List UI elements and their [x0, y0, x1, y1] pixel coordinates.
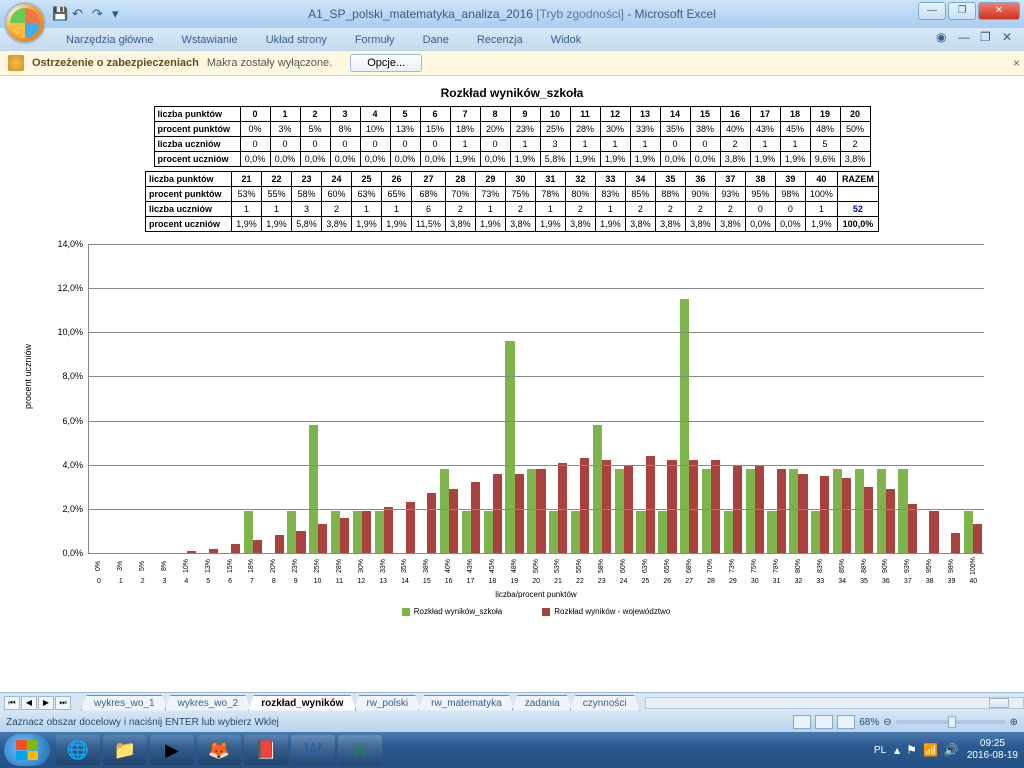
sheet-tab[interactable]: wykres_wo_1	[81, 695, 168, 711]
taskbar: 🌐 📁 ▶ 🦊 📕 W X PL ▴ ⚑ 📶 🔊 09:252016-08-19	[0, 732, 1024, 768]
language-indicator[interactable]: PL	[874, 745, 886, 756]
bars-container	[89, 244, 984, 553]
worksheet-area: Rozkład wyników_szkoła liczba punktów012…	[0, 76, 1024, 692]
tray-network-icon[interactable]: 📶	[923, 743, 938, 757]
page-layout-view-icon[interactable]	[815, 715, 833, 729]
ribbon-tab[interactable]: Formuły	[341, 30, 409, 50]
ribbon-tab[interactable]: Wstawianie	[167, 30, 251, 50]
horizontal-scrollbar[interactable]	[645, 697, 1024, 709]
help-icon[interactable]: ◉	[936, 30, 952, 46]
x-axis: 0%03%15%28%310%413%515%618%720%823%925%1…	[88, 556, 984, 585]
ribbon-tab[interactable]: Widok	[537, 30, 596, 50]
chart-legend: Rozkład wyników_szkoła Rozkład wyników -…	[88, 607, 984, 616]
shield-icon	[8, 55, 24, 71]
x-axis-label: liczba/procent punktów	[88, 590, 984, 599]
start-button[interactable]	[4, 734, 50, 766]
zoom-level[interactable]: 68%	[859, 717, 879, 728]
ie-icon[interactable]: 🌐	[56, 735, 100, 765]
zoom-out-icon[interactable]: ⊖	[883, 717, 891, 728]
window-controls: — ❐ ✕	[918, 2, 1020, 20]
tab-prev-icon[interactable]: ◀	[21, 696, 37, 710]
statusbar: Zaznacz obszar docelowy i naciśnij ENTER…	[0, 712, 1024, 732]
sheet-tab[interactable]: rw_polski	[353, 695, 421, 711]
sheet-tab[interactable]: rw_matematyka	[418, 695, 515, 711]
system-tray: PL ▴ ⚑ 📶 🔊 09:252016-08-19	[874, 738, 1018, 762]
clock[interactable]: 09:252016-08-19	[967, 738, 1018, 762]
mdi-minimize-icon[interactable]: —	[958, 30, 974, 46]
tab-nav: ⏮ ◀ ▶ ⏭	[0, 696, 75, 710]
titlebar: 💾 ↶ ↷ ▾ A1_SP_polski_matematyka_analiza_…	[0, 0, 1024, 28]
sheet-tab[interactable]: czynności	[570, 695, 640, 711]
tab-next-icon[interactable]: ▶	[38, 696, 54, 710]
taskbar-icons: 🌐 📁 ▶ 🦊 📕 W X	[56, 735, 382, 765]
security-warning-title: Ostrzeżenie o zabezpieczeniach	[32, 57, 199, 69]
legend-school: Rozkład wyników_szkoła	[402, 607, 502, 616]
mdi-close-icon[interactable]: ✕	[1002, 30, 1018, 46]
tray-flag-icon[interactable]: ⚑	[906, 743, 917, 757]
tab-first-icon[interactable]: ⏮	[4, 696, 20, 710]
sheet-tab[interactable]: rozkład_wyników	[248, 695, 356, 711]
tray-show-hidden-icon[interactable]: ▴	[894, 743, 900, 757]
undo-icon[interactable]: ↶	[72, 6, 88, 22]
normal-view-icon[interactable]	[793, 715, 811, 729]
media-player-icon[interactable]: ▶	[150, 735, 194, 765]
y-axis-label: procent uczniów	[23, 344, 33, 409]
redo-icon[interactable]: ↷	[92, 6, 108, 22]
qat-dropdown-icon[interactable]: ▾	[112, 6, 128, 22]
sheet-tab-bar: ⏮ ◀ ▶ ⏭ wykres_wo_1wykres_wo_2rozkład_wy…	[0, 692, 1024, 712]
ribbon-tabs: Narzędzia główneWstawianieUkład stronyFo…	[0, 28, 1024, 50]
ribbon-help-area: ◉ — ❐ ✕	[936, 30, 1018, 46]
close-button[interactable]: ✕	[978, 2, 1020, 20]
excel-icon[interactable]: X	[338, 735, 382, 765]
word-icon[interactable]: W	[291, 735, 335, 765]
security-warning-msg: Makra zostały wyłączone.	[207, 57, 332, 69]
plot-area: 0,0%2,0%4,0%6,0%8,0%10,0%12,0%14,0%	[88, 244, 984, 554]
sheet-tab[interactable]: zadania	[512, 695, 573, 711]
office-button[interactable]	[4, 2, 46, 44]
tray-volume-icon[interactable]: 🔊	[944, 743, 959, 757]
data-table-1: liczba punktów01234567891011121314151617…	[154, 106, 871, 167]
page-break-view-icon[interactable]	[837, 715, 855, 729]
zoom-in-icon[interactable]: ⊕	[1010, 717, 1018, 728]
chart: procent uczniów 0,0%2,0%4,0%6,0%8,0%10,0…	[32, 236, 992, 612]
view-controls: 68% ⊖ ⊕	[793, 715, 1018, 729]
minimize-button[interactable]: —	[918, 2, 946, 20]
security-close-icon[interactable]: ×	[1013, 56, 1020, 70]
data-table-2: liczba punktów21222324252627282930313233…	[145, 171, 879, 232]
window-title: A1_SP_polski_matematyka_analiza_2016 [Tr…	[308, 7, 716, 21]
ribbon-tab[interactable]: Dane	[409, 30, 463, 50]
ribbon-tab[interactable]: Narzędzia główne	[52, 30, 167, 50]
security-warning-bar: Ostrzeżenie o zabezpieczeniach Makra zos…	[0, 50, 1024, 76]
ribbon-tab[interactable]: Recenzja	[463, 30, 537, 50]
chart-title: Rozkład wyników_szkoła	[12, 86, 1012, 100]
mdi-restore-icon[interactable]: ❐	[980, 30, 996, 46]
explorer-icon[interactable]: 📁	[103, 735, 147, 765]
maximize-button[interactable]: ❐	[948, 2, 976, 20]
zoom-slider[interactable]	[896, 720, 1006, 724]
legend-woj: Rozkład wyników - województwo	[542, 607, 670, 616]
tab-last-icon[interactable]: ⏭	[55, 696, 71, 710]
ribbon-tab[interactable]: Układ strony	[252, 30, 341, 50]
options-button[interactable]: Opcje...	[350, 54, 422, 72]
status-message: Zaznacz obszar docelowy i naciśnij ENTER…	[6, 717, 279, 728]
quick-access-toolbar: 💾 ↶ ↷ ▾	[52, 6, 128, 22]
save-icon[interactable]: 💾	[52, 6, 68, 22]
adobe-reader-icon[interactable]: 📕	[244, 735, 288, 765]
sheet-tabs: wykres_wo_1wykres_wo_2rozkład_wynikówrw_…	[81, 695, 637, 711]
sheet-tab[interactable]: wykres_wo_2	[165, 695, 252, 711]
firefox-icon[interactable]: 🦊	[197, 735, 241, 765]
